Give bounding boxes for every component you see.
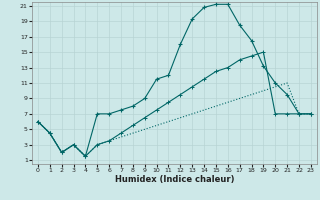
X-axis label: Humidex (Indice chaleur): Humidex (Indice chaleur)	[115, 175, 234, 184]
